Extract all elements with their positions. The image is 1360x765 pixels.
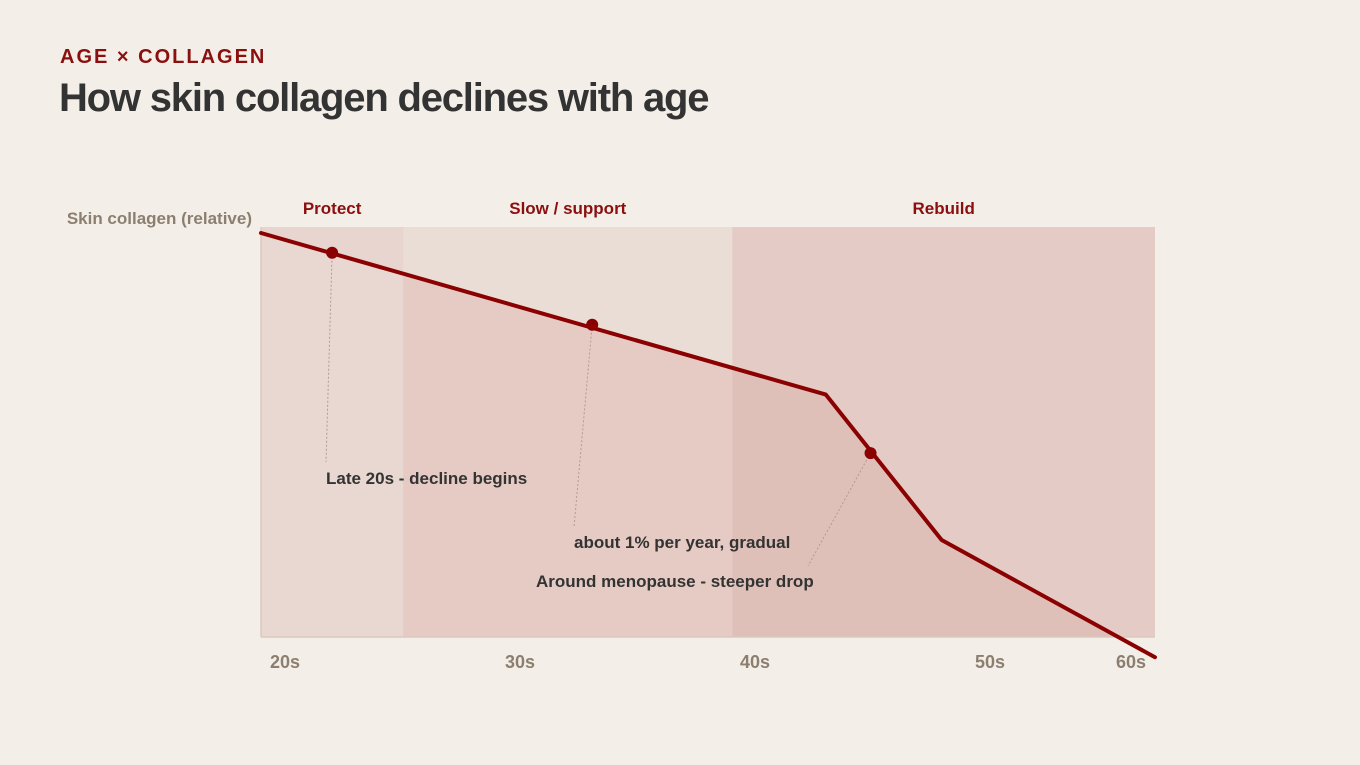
x-tick-label: 40s — [740, 652, 770, 672]
y-axis-label: Skin collagen (relative) — [67, 209, 252, 228]
zones-layer — [260, 227, 1155, 638]
annotation-label: about 1% per year, gradual — [574, 533, 790, 552]
zone-labels-layer: Protect Slow / support Rebuild — [303, 199, 975, 218]
annotation-point — [586, 318, 599, 331]
annotation-leader — [325, 252, 333, 463]
collagen-line — [259, 231, 1157, 660]
annotation-leader — [573, 324, 593, 528]
zone-band-under — [261, 233, 404, 637]
x-tick-label: 20s — [270, 652, 300, 672]
x-tick-label: 50s — [975, 652, 1005, 672]
zone-label: Rebuild — [913, 199, 975, 218]
annotation-label: Around menopause - steeper drop — [536, 572, 814, 591]
annotation-point — [864, 447, 877, 460]
x-tick-label: 60s — [1116, 652, 1146, 672]
points-layer — [326, 246, 877, 460]
x-tick-label: 30s — [505, 652, 535, 672]
annotation-point — [326, 246, 339, 259]
annotations-layer: Late 20s - decline begins about 1% per ye… — [326, 469, 814, 591]
zone-label: Slow / support — [509, 199, 626, 218]
chart-kicker: AGE × COLLAGEN — [60, 46, 267, 68]
chart-title: How skin collagen declines with age — [59, 76, 709, 120]
x-ticks-layer: 20s 30s 40s 50s 60s — [270, 652, 1146, 672]
annotation-label: Late 20s - decline begins — [326, 469, 527, 488]
zone-label: Protect — [303, 199, 362, 218]
leaders-layer — [325, 252, 871, 567]
annotation-leader — [807, 452, 871, 567]
line-layer — [259, 231, 1157, 660]
